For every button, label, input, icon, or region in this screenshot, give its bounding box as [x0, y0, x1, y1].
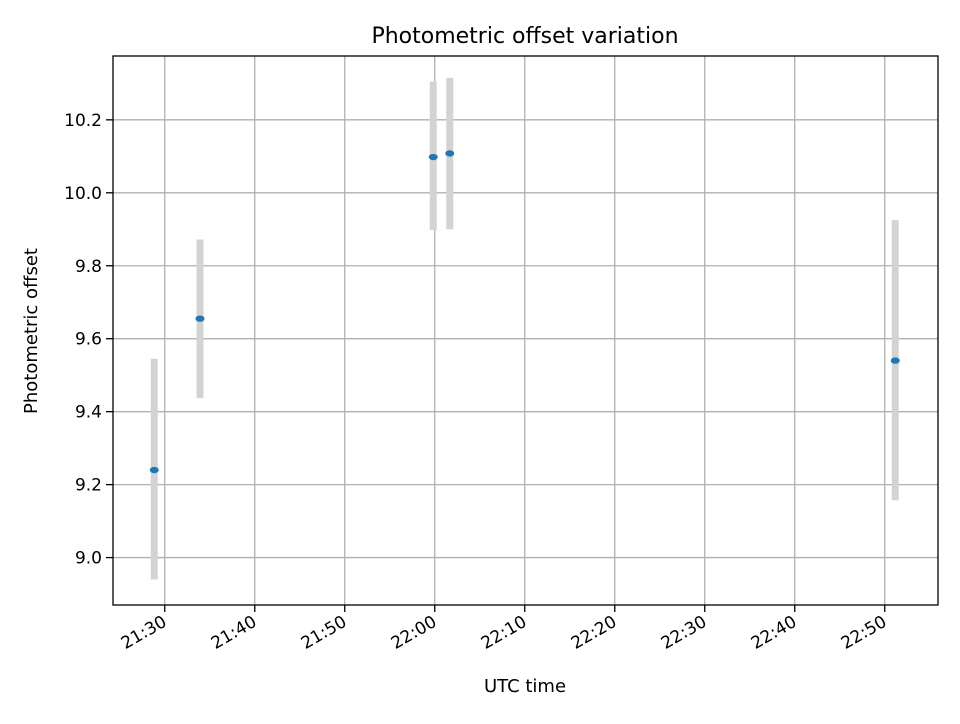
- y-axis-label: Photometric offset: [21, 248, 42, 414]
- data-point: [195, 315, 205, 322]
- grid-layer: [113, 56, 938, 605]
- chart-title: Photometric offset variation: [371, 24, 678, 49]
- plot-frame: [112, 55, 939, 606]
- y-tick-label: 10.2: [64, 111, 102, 131]
- data-point: [890, 357, 900, 364]
- data-point: [428, 153, 438, 161]
- y-tick-label: 9.8: [75, 257, 102, 277]
- data-point: [149, 466, 159, 474]
- y-tick-label: 9.2: [75, 476, 102, 496]
- y-tick-label: 10.0: [64, 184, 102, 204]
- y-tick-label: 9.0: [75, 549, 102, 569]
- y-axis: 9.0 9.2 9.4 9.6 9.8 10.0 10.2: [64, 111, 113, 569]
- y-tick-label: 9.6: [75, 330, 102, 350]
- y-tick-label: 9.4: [75, 403, 102, 423]
- point-layer: [149, 150, 900, 474]
- data-point: [445, 150, 455, 157]
- x-axis-label: UTC time: [484, 676, 566, 697]
